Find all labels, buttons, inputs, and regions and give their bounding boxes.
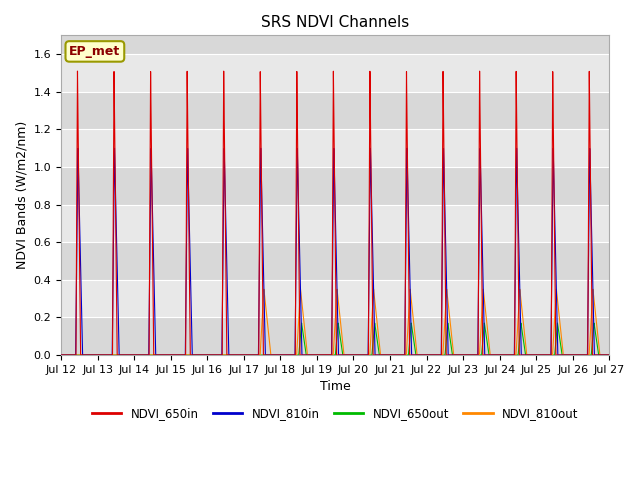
NDVI_650out (464, 352, 472, 358)
Line: NDVI_650in: NDVI_650in (61, 71, 609, 355)
NDVI_810in (355, 352, 362, 358)
Bar (61, 204, 609, 242)
NDVI_810out (267, 352, 275, 358)
NDVI_650in (605, 352, 613, 358)
Bar (61, 129, 609, 167)
NDVI_810out (443, 286, 451, 292)
Legend: NDVI_650in, NDVI_810in, NDVI_650out, NDVI_810out: NDVI_650in, NDVI_810in, NDVI_650out, NDV… (87, 402, 584, 425)
Title: SRS NDVI Channels: SRS NDVI Channels (261, 15, 410, 30)
NDVI_810in (387, 352, 395, 358)
NDVI_650out (57, 352, 65, 358)
NDVI_810out (57, 352, 65, 358)
Y-axis label: NDVI Bands (W/m2/nm): NDVI Bands (W/m2/nm) (15, 121, 28, 269)
NDVI_650out (355, 352, 362, 358)
Line: NDVI_650out: NDVI_650out (61, 323, 609, 355)
NDVI_810in (95, 352, 102, 358)
NDVI_650out (95, 352, 102, 358)
Text: EP_met: EP_met (69, 45, 120, 58)
NDVI_650out (605, 352, 613, 358)
NDVI_650out (189, 352, 196, 358)
NDVI_810out (387, 352, 395, 358)
NDVI_810in (189, 352, 196, 358)
NDVI_650in (355, 352, 362, 358)
NDVI_650out (387, 352, 395, 358)
NDVI_650in (74, 68, 81, 74)
NDVI_810out (95, 352, 102, 358)
NDVI_810in (257, 145, 264, 151)
NDVI_650out (267, 352, 275, 358)
Bar (61, 280, 609, 317)
NDVI_810in (268, 352, 275, 358)
NDVI_810in (57, 352, 65, 358)
NDVI_650in (189, 352, 196, 358)
Line: NDVI_810in: NDVI_810in (61, 148, 609, 355)
NDVI_810out (605, 352, 613, 358)
NDVI_810in (464, 352, 472, 358)
NDVI_650in (95, 352, 102, 358)
NDVI_810out (189, 352, 196, 358)
Line: NDVI_810out: NDVI_810out (61, 289, 609, 355)
NDVI_650in (464, 352, 472, 358)
NDVI_650in (57, 352, 65, 358)
NDVI_650out (444, 320, 452, 326)
NDVI_650in (268, 352, 275, 358)
Bar (61, 54, 609, 92)
NDVI_650in (387, 352, 395, 358)
NDVI_810in (605, 352, 613, 358)
NDVI_810out (355, 352, 362, 358)
X-axis label: Time: Time (320, 380, 351, 393)
NDVI_810out (464, 352, 472, 358)
